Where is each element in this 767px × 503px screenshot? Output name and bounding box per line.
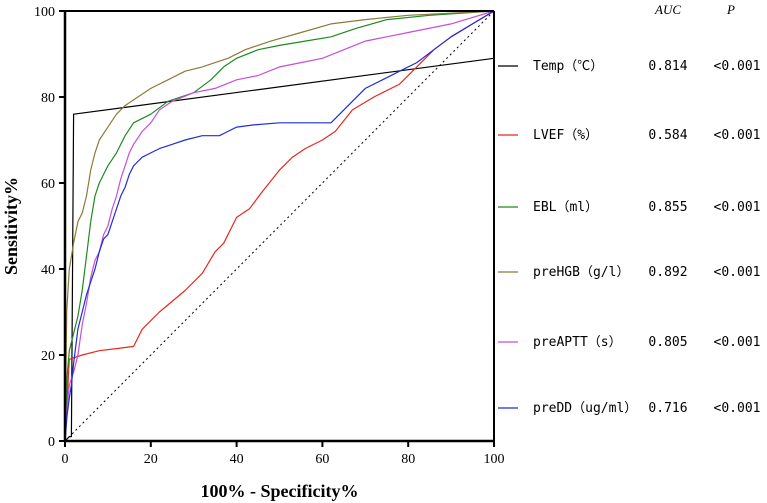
series-line-1 — [64, 10, 495, 442]
legend-auc-0: 0.814 — [648, 59, 687, 74]
x-tick-label: 100 — [484, 452, 505, 467]
x-tick-label: 80 — [401, 452, 415, 467]
y-tick-label: 80 — [41, 91, 55, 106]
legend-label-2: EBL（ml） — [533, 200, 598, 215]
series-line-4 — [64, 10, 495, 442]
y-tick-label: 0 — [48, 435, 55, 450]
legend-p-4: <0.001 — [714, 335, 761, 350]
header-auc: AUC — [654, 2, 681, 17]
legend-auc-1: 0.584 — [648, 128, 687, 143]
legend-auc-5: 0.716 — [648, 401, 687, 416]
legend-p-0: <0.001 — [714, 59, 761, 74]
x-tick-label: 0 — [62, 452, 69, 467]
y-tick-label: 60 — [41, 177, 55, 192]
axes: 0 20 40 60 80 100 0 20 40 60 80 100 — [34, 5, 505, 467]
legend-auc-2: 0.855 — [648, 200, 687, 215]
legend: Temp（℃） 0.814 <0.001 LVEF（%） 0.584 <0.001 EBL（… — [498, 59, 760, 416]
y-tick-label: 100 — [34, 5, 55, 20]
series-line-2 — [64, 10, 495, 442]
y-tick-label: 40 — [41, 263, 55, 278]
legend-label-1: LVEF（%） — [533, 128, 598, 143]
header-p: P — [726, 2, 735, 17]
x-tick-label: 20 — [144, 452, 158, 467]
legend-label-5: preDD（ug/ml） — [533, 401, 637, 416]
legend-auc-3: 0.892 — [648, 265, 687, 280]
y-axis-title: Sensitivity% — [1, 177, 21, 275]
x-axis-title: 100% - Specificity% — [201, 481, 359, 501]
y-tick-label: 20 — [41, 349, 55, 364]
legend-label-3: preHGB（g/l） — [533, 265, 629, 280]
reference-diagonal — [64, 10, 495, 442]
legend-label-0: Temp（℃） — [533, 59, 603, 74]
legend-p-5: <0.001 — [714, 401, 761, 416]
legend-p-2: <0.001 — [714, 200, 761, 215]
x-tick-label: 60 — [315, 452, 329, 467]
plot-area — [64, 10, 495, 442]
legend-label-4: preAPTT（s） — [533, 335, 622, 350]
x-tick-label: 40 — [230, 452, 244, 467]
legend-auc-4: 0.805 — [648, 335, 687, 350]
x-ticks: 0 20 40 60 80 100 — [62, 441, 505, 467]
legend-p-3: <0.001 — [714, 265, 761, 280]
series-line-3 — [64, 10, 495, 442]
series-line-5 — [64, 10, 495, 442]
y-ticks: 0 20 40 60 80 100 — [34, 5, 65, 450]
legend-p-1: <0.001 — [714, 128, 761, 143]
